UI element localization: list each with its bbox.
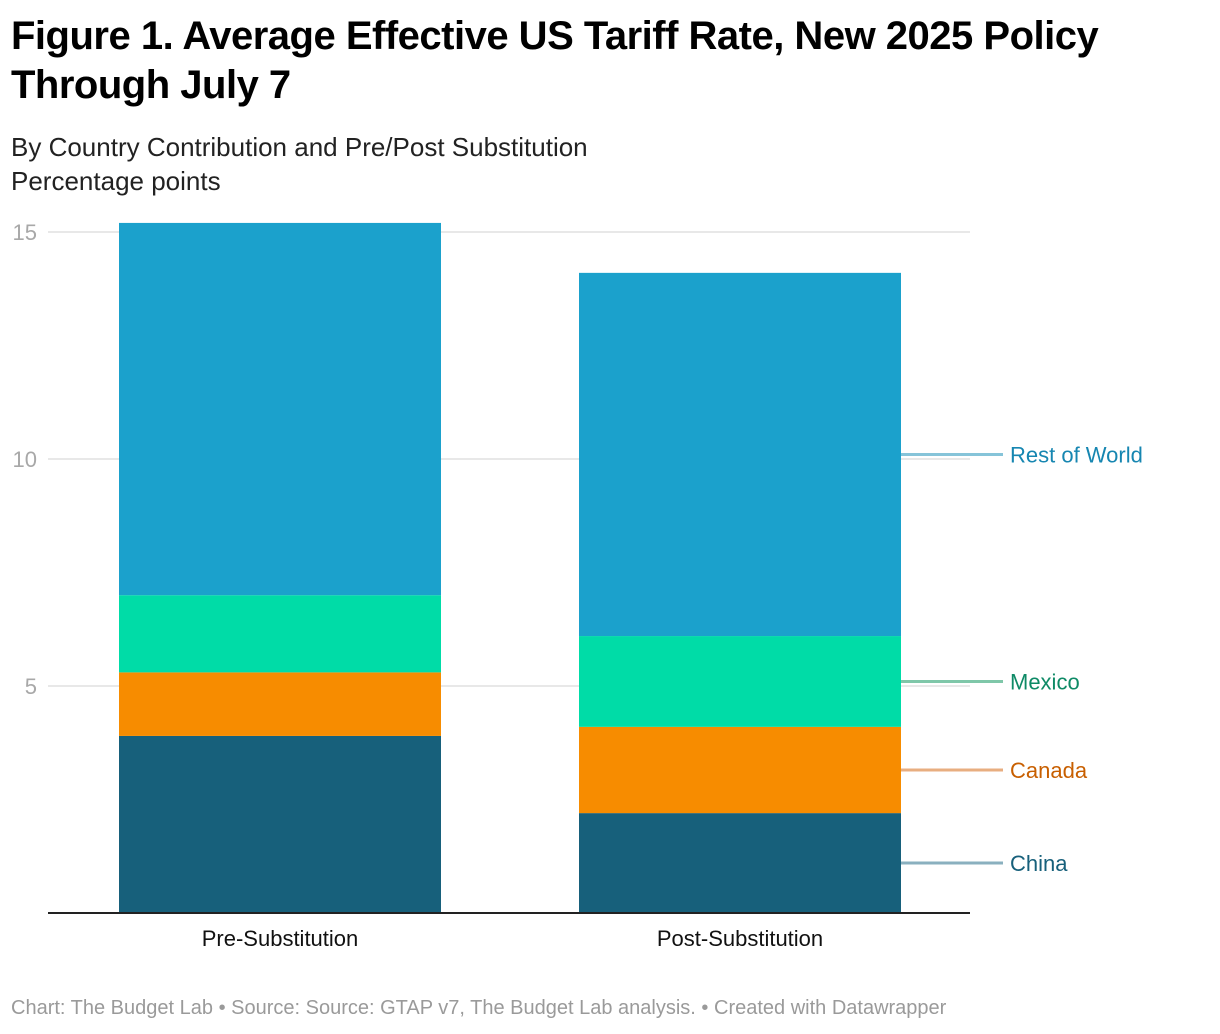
y-tick-label: 15 <box>13 220 37 245</box>
footer-separator: • <box>701 997 709 1019</box>
y-tick-label: 5 <box>25 674 37 699</box>
bar-segment-mexico-post <box>579 636 901 727</box>
bars <box>119 222 901 913</box>
y-tick-label: 10 <box>13 447 37 472</box>
bar-segment-rest-of-world-pre <box>119 222 441 596</box>
bar-segment-rest-of-world-post <box>579 272 901 637</box>
unit-note: Percentage points <box>11 166 221 196</box>
series-label-mexico: Mexico <box>1010 669 1080 694</box>
x-tick-label: Pre-Substitution <box>202 926 359 951</box>
x-tick-labels: Pre-Substitution Post-Substitution <box>202 926 823 951</box>
bar-segment-canada-pre <box>119 672 441 736</box>
footer-credit: Chart: The Budget Lab <box>11 997 213 1019</box>
series-labels: China Canada Mexico Rest of World <box>901 442 1143 876</box>
bar-segment-canada-post <box>579 726 901 814</box>
bar-segment-china-pre <box>119 735 441 913</box>
series-label-canada: Canada <box>1010 758 1088 783</box>
x-tick-label: Post-Substitution <box>657 926 823 951</box>
bar-segment-china-post <box>579 813 901 913</box>
chart-subtitle: By Country Contribution and Pre/Post Sub… <box>11 132 588 162</box>
chart-subtitle-block: By Country Contribution and Pre/Post Sub… <box>11 130 588 198</box>
bar-segment-mexico-pre <box>119 595 441 673</box>
footer-source: Source: Source: GTAP v7, The Budget Lab … <box>231 997 696 1019</box>
series-label-china: China <box>1010 851 1068 876</box>
series-label-rest-of-world: Rest of World <box>1010 442 1143 467</box>
footer-created: Created with Datawrapper <box>714 997 947 1019</box>
footer-separator: • <box>218 997 226 1019</box>
y-tick-labels: 5 10 15 <box>13 220 37 699</box>
chart-title: Figure 1. Average Effective US Tariff Ra… <box>11 14 1099 107</box>
chart-footer: Chart: The Budget Lab • Source: Source: … <box>11 997 946 1020</box>
